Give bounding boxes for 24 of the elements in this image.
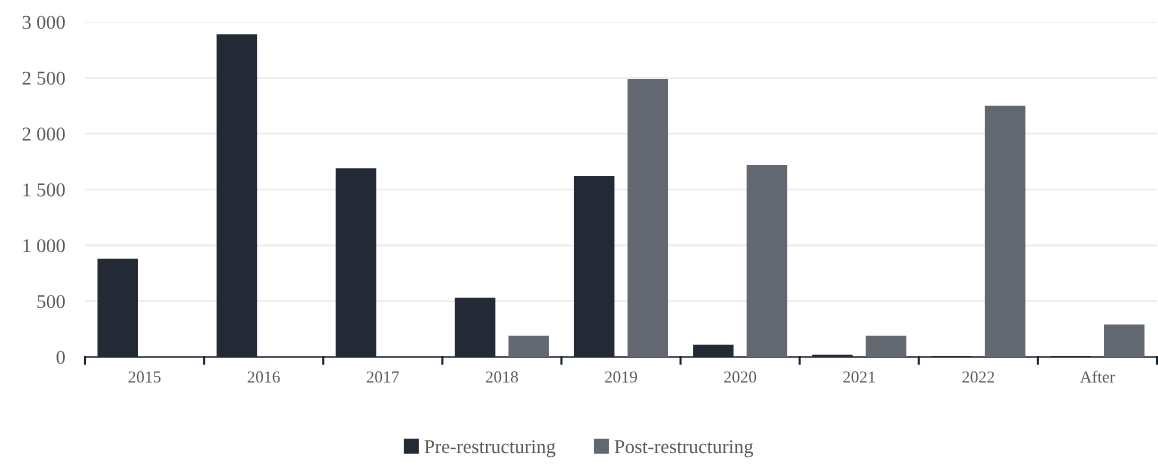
y-tick-label: 1 000 [23, 239, 65, 253]
bar [508, 335, 549, 357]
x-tick-label: 2022 [962, 371, 995, 383]
y-tick-label: 500 [37, 294, 65, 309]
x-tick-label: 2016 [247, 371, 280, 383]
bar [984, 105, 1026, 357]
x-tick-label: 2018 [485, 371, 518, 383]
y-tick-label: 2 000 [22, 127, 65, 141]
x-tick-label: 2017 [366, 371, 399, 383]
y-tick-label: 2 500 [22, 71, 65, 85]
x-tick-label: 2021 [843, 371, 875, 383]
legend-label: Post-restructuring [614, 440, 754, 458]
x-tick-label: After [1080, 370, 1115, 383]
bar [865, 335, 907, 357]
y-tick-label: 0 [56, 350, 65, 364]
bar [627, 78, 669, 357]
x-tick-label: 2019 [605, 371, 637, 383]
bar [1104, 324, 1145, 357]
y-tick-label: 1 500 [23, 183, 65, 197]
x-tick-label: 2020 [724, 371, 757, 383]
legend-label: Pre-restructuring [424, 440, 556, 458]
x-tick-label: 2015 [128, 371, 161, 383]
y-tick-label: 3 000 [22, 15, 65, 29]
bar [746, 164, 788, 357]
